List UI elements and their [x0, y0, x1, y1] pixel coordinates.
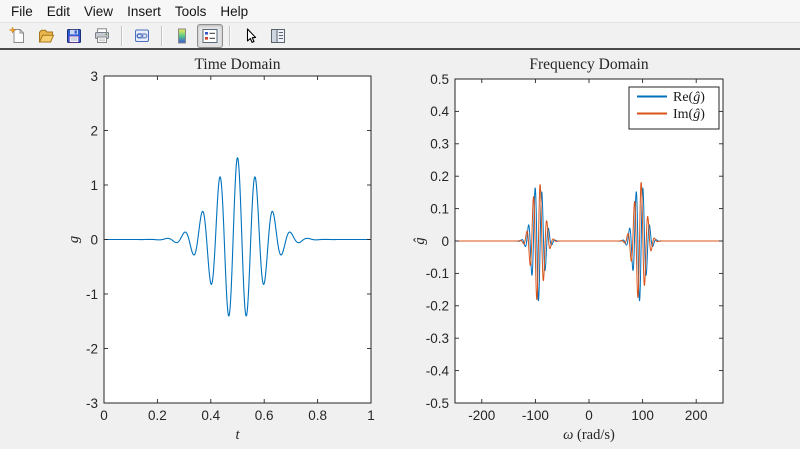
svg-text:0: 0 [90, 232, 98, 247]
svg-text:0.1: 0.1 [430, 201, 449, 216]
svg-text:0.8: 0.8 [308, 408, 327, 423]
svg-text:t: t [235, 427, 240, 443]
frequency-domain-chart: -200 -100 0 100 200 -0.5 -0.4 -0.3 -0.2 -0.1 0 0.1 0… [412, 56, 724, 443]
property-editor-icon [271, 28, 285, 43]
svg-text:0.6: 0.6 [255, 408, 274, 423]
svg-text:0.3: 0.3 [430, 137, 449, 152]
svg-text:0.5: 0.5 [430, 72, 449, 87]
print-figure-button[interactable] [89, 24, 115, 48]
svg-text:Im(ĝ): Im(ĝ) [673, 107, 705, 122]
svg-text:-100: -100 [522, 408, 549, 423]
svg-text:0.2: 0.2 [430, 169, 449, 184]
open-folder-icon [38, 29, 55, 42]
svg-text:ĝ: ĝ [412, 237, 428, 244]
insert-legend-icon [202, 28, 218, 43]
edit-plot-button[interactable] [237, 24, 263, 48]
figure-toolbar [0, 23, 800, 50]
menu-insert[interactable]: Insert [127, 3, 161, 19]
svg-text:-200: -200 [468, 408, 495, 423]
svg-text:0.4: 0.4 [201, 408, 220, 423]
svg-text:1: 1 [90, 178, 98, 193]
svg-text:Re(ĝ): Re(ĝ) [673, 90, 705, 105]
menu-tools[interactable]: Tools [174, 3, 207, 19]
svg-text:-0.2: -0.2 [426, 299, 449, 314]
svg-text:-0.5: -0.5 [426, 396, 449, 411]
insert-colorbar-button[interactable] [169, 24, 195, 48]
svg-text:-0.3: -0.3 [426, 331, 449, 346]
print-icon [95, 27, 109, 43]
svg-text:100: 100 [631, 408, 654, 423]
figure-canvas: 0 0.2 0.4 0.6 0.8 1 -3 -2 -1 0 1 2 3 Time Domain t g -2… [0, 50, 800, 449]
menu-bar: File Edit View Insert Tools Help [0, 0, 800, 23]
time-domain-chart: 0 0.2 0.4 0.6 0.8 1 -3 -2 -1 0 1 2 3 Time Domain t g [66, 56, 375, 443]
svg-text:ω (rad/s): ω (rad/s) [563, 427, 615, 443]
menu-file[interactable]: File [11, 3, 33, 19]
edit-plot-arrow-icon [246, 27, 257, 43]
menu-help[interactable]: Help [220, 3, 249, 19]
toolbar-separator [161, 25, 163, 46]
insert-legend-button[interactable] [197, 23, 223, 48]
svg-text:-0.1: -0.1 [426, 266, 449, 281]
svg-text:1: 1 [367, 408, 375, 423]
save-icon [67, 28, 81, 43]
svg-text:Frequency Domain: Frequency Domain [529, 56, 648, 73]
svg-text:3: 3 [90, 69, 98, 84]
new-figure-button[interactable] [5, 24, 31, 48]
svg-text:Time Domain: Time Domain [195, 56, 281, 73]
property-editor-button[interactable] [265, 24, 291, 48]
svg-text:-1: -1 [86, 287, 98, 302]
svg-text:0: 0 [441, 234, 449, 249]
svg-text:200: 200 [685, 408, 708, 423]
menu-view[interactable]: View [84, 3, 114, 19]
svg-text:-3: -3 [86, 396, 98, 411]
svg-text:-2: -2 [86, 341, 98, 356]
svg-text:-0.4: -0.4 [426, 363, 450, 378]
svg-text:0.2: 0.2 [148, 408, 167, 423]
save-figure-button[interactable] [61, 24, 87, 48]
toolbar-separator [229, 25, 231, 46]
svg-text:g: g [66, 236, 82, 243]
link-plot-button[interactable] [129, 24, 155, 48]
svg-text:0.4: 0.4 [430, 104, 449, 119]
link-plot-icon [135, 29, 149, 42]
svg-text:2: 2 [90, 123, 98, 138]
new-document-icon [8, 26, 24, 43]
svg-text:0: 0 [585, 408, 593, 423]
insert-colorbar-icon [178, 28, 186, 43]
svg-text:0: 0 [100, 408, 108, 423]
toolbar-separator [121, 25, 123, 46]
open-file-button[interactable] [33, 24, 59, 48]
menu-edit[interactable]: Edit [46, 3, 71, 19]
